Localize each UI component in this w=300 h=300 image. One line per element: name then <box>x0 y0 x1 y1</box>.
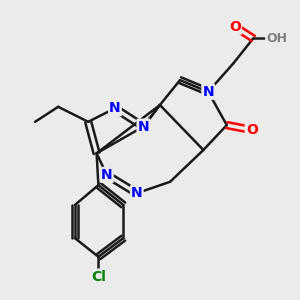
Text: N: N <box>109 101 121 115</box>
Text: O: O <box>229 20 241 34</box>
Text: OH: OH <box>266 32 287 45</box>
Text: N: N <box>138 120 149 134</box>
Text: N: N <box>202 85 214 99</box>
Text: N: N <box>131 186 142 200</box>
Text: N: N <box>101 168 112 182</box>
Text: Cl: Cl <box>91 270 106 283</box>
Text: O: O <box>246 123 258 137</box>
